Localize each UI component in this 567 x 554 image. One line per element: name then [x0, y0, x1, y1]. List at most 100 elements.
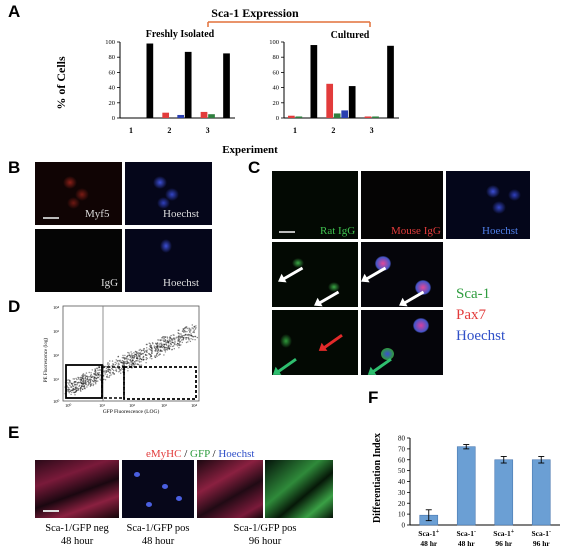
d-ytick: 10⁰ [53, 399, 60, 404]
a-ytick: 40 [109, 85, 116, 92]
bar [341, 110, 349, 118]
panel-d: PE Fluorescence (log) GFP Fluorescence (… [35, 300, 225, 418]
chart-freshly-isolated: 100 80 60 40 20 0 1 2 3 [105, 39, 235, 135]
f-xtick: Sca-1- [457, 529, 477, 538]
e-caption-2: Sca-1/GFP pos 48 hour [126, 523, 190, 547]
f-xtick-time: 48 hr [420, 539, 438, 548]
b-label-igg: IgG [101, 277, 119, 289]
b-nucleus [160, 239, 172, 253]
a-ytick: 20 [273, 100, 280, 107]
b-myf5-cell [63, 176, 77, 189]
f-ytick: 80 [398, 435, 406, 443]
b-nucleus [165, 188, 179, 201]
c-sca1-cell [292, 258, 304, 268]
f-ytick: 10 [398, 511, 406, 519]
legend-sca1: Sca-1 [456, 286, 491, 302]
e-nucleus [162, 484, 168, 489]
c-merge-cell [381, 348, 394, 360]
b-myf5-cell [75, 188, 89, 201]
b-hoechst-image-1: Hoechst [125, 162, 212, 225]
e-nucleus [134, 472, 140, 477]
bar [326, 83, 334, 118]
b-igg-image: IgG [35, 229, 122, 292]
a-ytick: 0 [112, 115, 115, 122]
panel-f-chart: Differentiation Index 80 70 60 50 40 30 20 10 0 S… [372, 433, 560, 548]
panel-label-f: F [368, 388, 379, 407]
bar [223, 53, 230, 118]
gate-positive [123, 366, 197, 400]
f-ytick: 40 [398, 478, 406, 486]
f-ytick: 20 [398, 500, 406, 508]
c-label-rat-igg: Rat IgG [320, 225, 356, 237]
f-xtick-time: 48 hr [458, 539, 476, 548]
e-image-gfp-pos-96-b [265, 460, 333, 518]
panel-label-a: A [8, 2, 21, 21]
e-caption-1: Sca-1/GFP neg 48 hour [45, 523, 109, 547]
legend-hoechst: Hoechst [456, 328, 506, 344]
bar [288, 115, 295, 118]
f-ytick: 30 [398, 489, 406, 497]
panel-a-title: Sca-1 Expression [211, 6, 299, 20]
e-nucleus [176, 496, 182, 501]
e-nucleus [146, 502, 152, 507]
a-ytick: 100 [105, 39, 115, 46]
d-ytick: 10² [53, 353, 60, 358]
d-ytick: 10³ [53, 329, 60, 334]
bar [348, 86, 356, 118]
c-label-hoechst: Hoechst [482, 225, 519, 237]
b-nucleus [153, 176, 167, 189]
f-xtick-time: 96 hr [495, 539, 513, 548]
c-legend: Sca-1 Pax7 Hoechst [456, 284, 505, 347]
a-xtick: 1 [293, 126, 297, 135]
c-merge-cell [413, 318, 429, 333]
panel-label-e: E [8, 423, 20, 442]
panel-a-chart: Sca-1 Expression % of Cells Freshly Isol… [54, 6, 399, 156]
panel-label-c: C [248, 158, 261, 177]
d-tick: 10⁴ [191, 403, 198, 408]
d-tick: 10¹ [99, 403, 106, 408]
a-ytick: 0 [276, 115, 279, 122]
b-myf5-cell [67, 197, 80, 209]
c-merge-image-1 [361, 242, 443, 307]
c-nucleus [492, 201, 506, 214]
e-image-gfp-pos-48 [122, 460, 194, 518]
legend-pax7: Pax7 [456, 307, 486, 323]
a-ytick: 60 [273, 69, 280, 76]
f-ytick: 70 [398, 445, 406, 453]
a-ytick: 80 [109, 54, 116, 61]
e-image-gfp-pos-96-a [197, 460, 263, 518]
bar [387, 45, 394, 118]
a-ytick: 60 [109, 69, 116, 76]
f-bar [531, 459, 551, 526]
a-xtick: 2 [331, 126, 335, 135]
b-label-hoechst: Hoechst [163, 277, 200, 289]
panel-label-d: D [8, 297, 21, 316]
bar [162, 112, 170, 118]
f-ytick: 60 [398, 456, 406, 464]
a-ytick: 100 [269, 39, 279, 46]
f-ylabel: Differentiation Index [372, 433, 383, 523]
f-ytick: 0 [402, 522, 406, 530]
f-xtick: Sca-1+ [418, 529, 440, 538]
f-ytick: 50 [398, 467, 406, 475]
panel-a-bracket [207, 21, 371, 27]
arrow-icon [403, 290, 425, 305]
bar [310, 45, 318, 118]
e-caption-3: Sca-1/GFP pos 96 hour [233, 523, 297, 547]
c-nucleus [508, 189, 521, 201]
b-nucleus [157, 197, 170, 209]
legend-emyhc: eMyHC [146, 448, 182, 460]
bar [295, 116, 303, 118]
f-xtick: Sca-1- [532, 529, 552, 538]
arrow-icon [277, 357, 297, 374]
d-tick: 10³ [161, 403, 168, 408]
arrow-icon [365, 266, 387, 281]
d-tick: 10⁰ [65, 403, 72, 408]
c-nucleus [486, 185, 500, 198]
a-xtick: 3 [370, 126, 374, 135]
panel-a: Sca-1 Expression % of Cells Freshly Isol… [0, 0, 567, 158]
panel-label-b: B [8, 158, 21, 177]
f-xtick: Sca-1+ [493, 529, 515, 538]
bar [208, 114, 215, 118]
